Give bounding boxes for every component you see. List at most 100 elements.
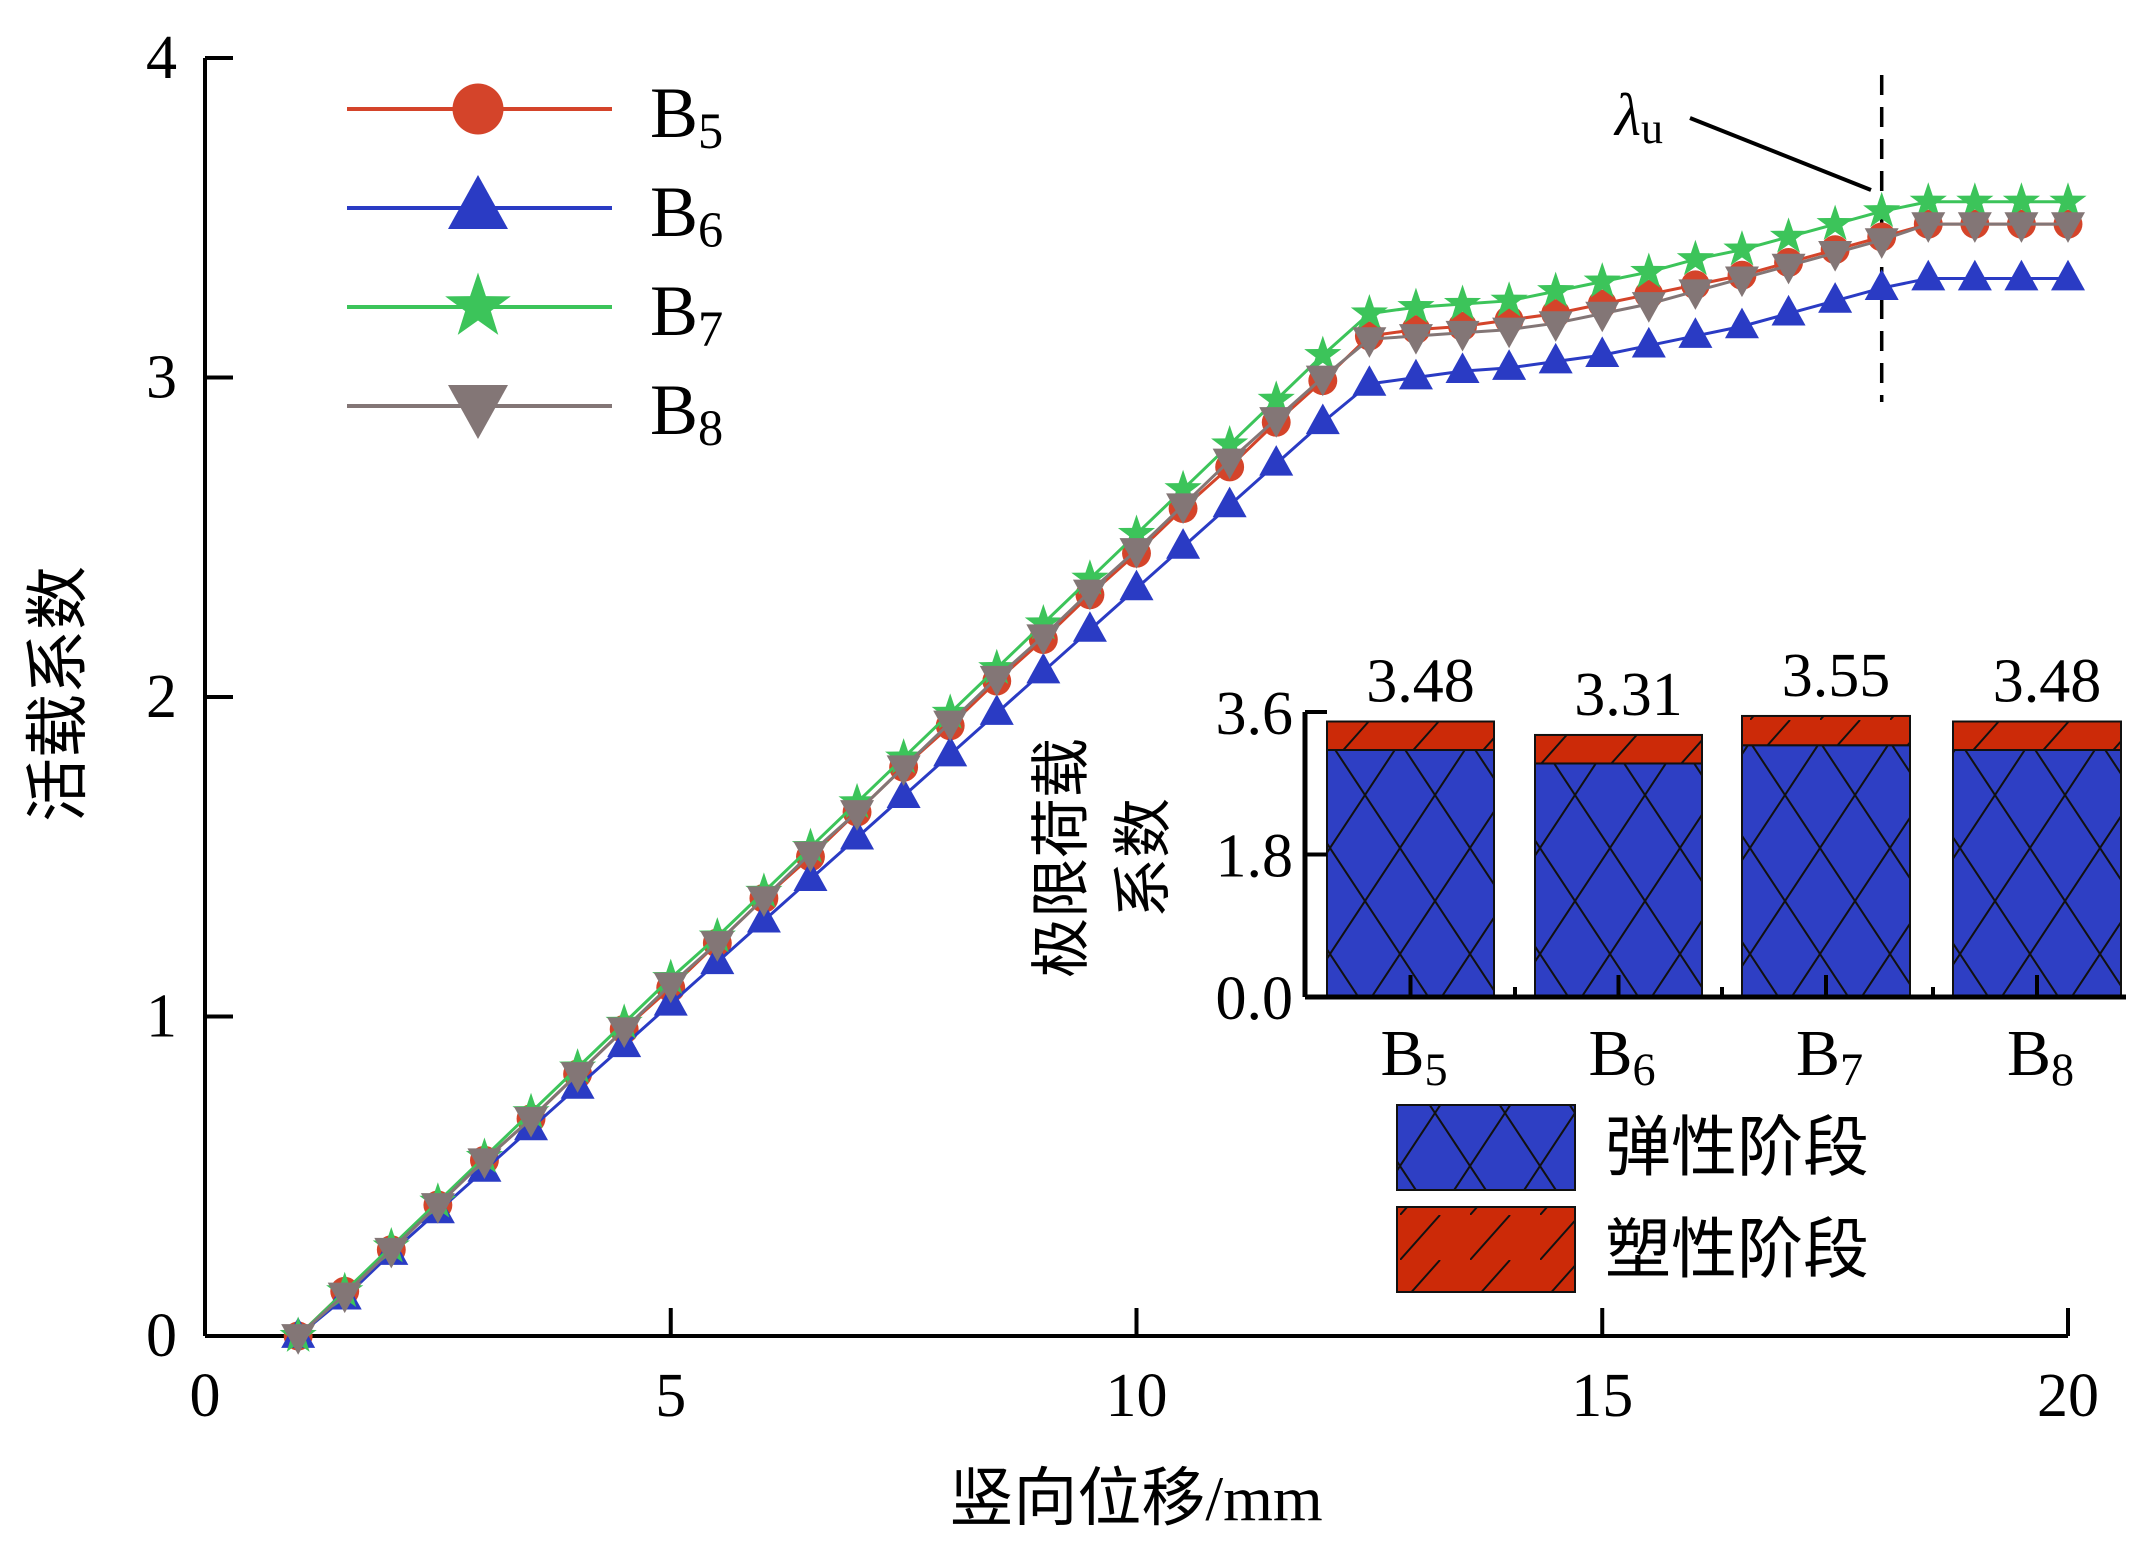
data-point [1071, 559, 1109, 595]
data-point [933, 710, 968, 742]
data-point [1119, 569, 1154, 601]
data-point [1350, 294, 1388, 330]
lambda-u-annotation: λu [1613, 82, 1663, 153]
label-subscript: 5 [698, 103, 723, 159]
data-point [1583, 262, 1621, 298]
data-point [1585, 336, 1620, 368]
data-point [1026, 652, 1061, 684]
data-point [514, 1106, 549, 1138]
x-tick-label: 20 [2037, 1362, 2099, 1430]
label-subscript: 7 [698, 301, 723, 357]
data-point [1352, 327, 1387, 358]
y-tick-label: 4 [146, 24, 177, 92]
bar-plastic [1952, 720, 2122, 751]
x-tick-label: 10 [1106, 1362, 1168, 1430]
legend-item: B6 [347, 172, 723, 258]
label-base: B [1381, 1017, 1425, 1090]
label-base: B [650, 172, 698, 252]
y-tick-label: 1 [146, 983, 177, 1051]
legend-marker-triangle-up [448, 175, 508, 229]
data-point [1259, 445, 1294, 476]
data-point [374, 1237, 409, 1269]
data-point [467, 1148, 502, 1179]
data-point [1397, 287, 1435, 324]
x-tick-label: 5 [655, 1362, 686, 1430]
data-point [1304, 335, 1342, 371]
y-axis-label: 活载系数 [23, 566, 94, 822]
label-base: λ [1613, 82, 1641, 148]
data-point [933, 735, 968, 767]
label-subscript: 8 [698, 400, 723, 456]
data-point [1212, 448, 1247, 480]
data-point [1911, 259, 1946, 291]
data-point [607, 1017, 642, 1048]
legend-label: 塑性阶段 [1605, 1214, 1869, 1287]
data-point [1724, 307, 1759, 339]
label-subscript: 7 [1840, 1044, 1863, 1095]
data-point [1259, 407, 1294, 438]
data-point [979, 694, 1014, 725]
label-subscript: 8 [2051, 1044, 2074, 1095]
legend-label: 弹性阶段 [1605, 1112, 1869, 1185]
data-point [1818, 282, 1853, 313]
label-base: B [650, 73, 698, 153]
data-point [700, 931, 735, 962]
data-point [1956, 182, 1994, 218]
data-point [840, 818, 875, 850]
y-tick-label: 2 [146, 663, 177, 731]
bar-elastic [1952, 749, 2122, 998]
legend-marker-triangle-down [448, 385, 508, 439]
data-point [2004, 259, 2039, 291]
x-category-label: B8 [2007, 1017, 2074, 1095]
data-point [1585, 301, 1620, 333]
data-point [1816, 204, 1854, 240]
data-point [1911, 212, 1946, 243]
label-base: B [650, 271, 698, 351]
data-point [2051, 212, 2085, 243]
x-axis-label: 竖向位移/mm [949, 1463, 1322, 1534]
data-point [1398, 358, 1433, 390]
data-point [1166, 528, 1201, 559]
data-point [2049, 182, 2087, 218]
data-point [840, 800, 875, 831]
legend-label: B5 [650, 73, 723, 159]
data-point [1117, 514, 1156, 550]
data-point [653, 972, 688, 1004]
data-point [1538, 342, 1573, 374]
data-point [1445, 352, 1480, 384]
legend-item: B8 [347, 370, 723, 456]
x-tick-label: 15 [1571, 1362, 1633, 1430]
label-base: B [1589, 1017, 1633, 1090]
data-point [1771, 294, 1806, 326]
data-point [420, 1193, 455, 1224]
legend-label: B6 [650, 172, 723, 258]
label-subscript: u [1641, 104, 1663, 153]
legend-swatch [1396, 1206, 1576, 1293]
bar-group: 3.48 B8 [1931, 648, 2122, 1095]
data-point [1723, 230, 1761, 266]
data-point [327, 1282, 362, 1314]
data-point [1305, 403, 1340, 435]
data-point [1398, 324, 1433, 355]
legend-marker-circle [452, 83, 504, 135]
data-point [1909, 182, 1947, 218]
data-point [1864, 269, 1899, 300]
data-point [1119, 538, 1154, 569]
bar-total-label: 3.55 [1782, 642, 1891, 710]
y-tick-label: 1.8 [1216, 823, 1294, 891]
bar-elastic [1534, 762, 1703, 998]
data-point [1072, 579, 1107, 611]
y-tick-label: 0 [146, 1302, 177, 1370]
data-point [1490, 281, 1528, 317]
data-point [1630, 252, 1668, 288]
data-point [560, 1062, 595, 1093]
x-category-label: B6 [1589, 1017, 1656, 1095]
data-point [1445, 320, 1480, 352]
bar-total-label: 3.31 [1574, 661, 1683, 729]
inset-y-label-line1: 极限荷载 [1029, 738, 1095, 978]
data-point [1771, 253, 1806, 285]
bar-elastic [1741, 744, 1911, 998]
data-point [1443, 284, 1482, 320]
